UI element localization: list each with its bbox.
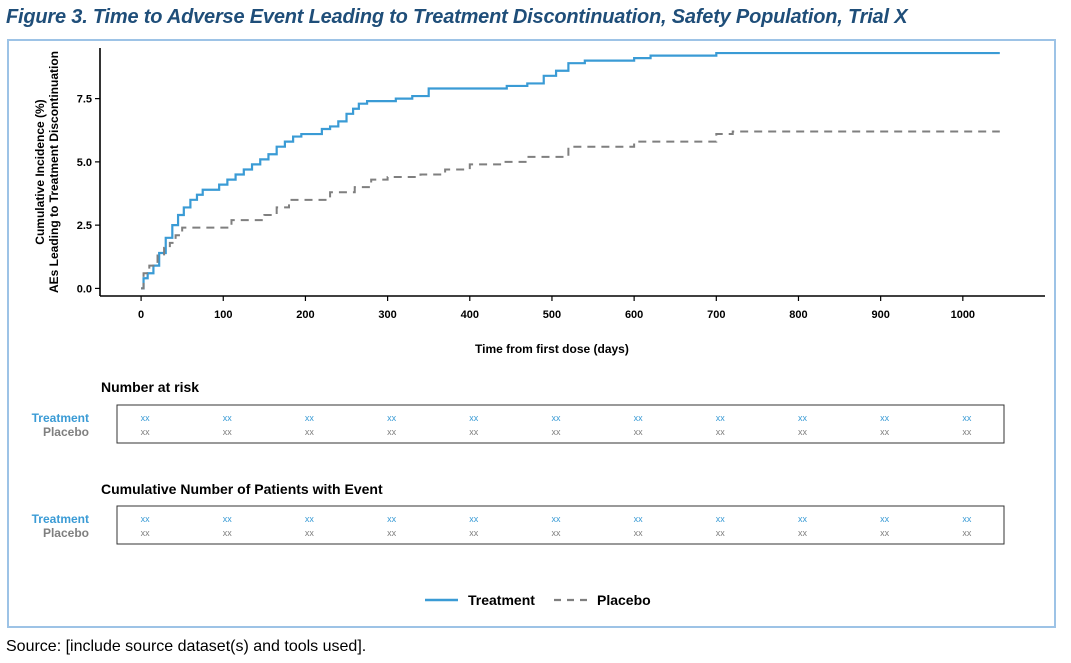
risk-table-cell: xx	[469, 427, 479, 437]
risk-table-cell: xx	[141, 528, 151, 538]
risk-table-cell: xx	[634, 427, 644, 437]
risk-table-cell: xx	[716, 413, 726, 423]
risk-table-cell: xx	[962, 514, 972, 524]
risk-table-cell: xx	[305, 413, 315, 423]
y-tick-label: 2.5	[77, 220, 92, 232]
risk-table-cell: xx	[305, 528, 315, 538]
x-axis-label: Time from first dose (days)	[475, 342, 629, 356]
risk-table-cell: xx	[469, 514, 479, 524]
risk-table-row-label: Placebo	[43, 526, 89, 540]
risk-tables: Number at risk Treatment xx xx xx xx xx xx xx xx x…	[32, 379, 1005, 545]
risk-table-title: Cumulative Number of Patients with Event	[101, 481, 383, 497]
risk-table-cell: xx	[223, 413, 233, 423]
chart-legend: Treatment Placebo	[425, 592, 651, 608]
y-tick-label: 7.5	[77, 94, 92, 106]
y-tick-label: 0.0	[77, 283, 92, 295]
risk-table-title: Number at risk	[101, 379, 199, 395]
risk-table-row-label: Placebo	[43, 425, 89, 439]
x-tick-label: 700	[707, 309, 725, 321]
figure-title: Figure 3. Time to Adverse Event Leading …	[6, 6, 908, 28]
chart-axes: 0 100 200 300 400 500 600 700 800 900 1000 0.0 2.5 5.…	[33, 48, 1045, 356]
x-tick-label: 600	[625, 309, 643, 321]
y-axis-label-line2: AEs Leading to Treatment Discontinuation	[47, 51, 61, 293]
risk-table-cell: xx	[141, 514, 151, 524]
risk-table-box	[116, 404, 1005, 444]
figure-frame	[7, 39, 1056, 628]
x-tick-label: 900	[871, 309, 889, 321]
risk-table-cell: xx	[223, 427, 233, 437]
risk-table-cell: xx	[551, 427, 561, 437]
x-tick-label: 0	[138, 309, 144, 321]
risk-table-cell: xx	[798, 413, 808, 423]
risk-table-cell: xx	[880, 514, 890, 524]
risk-table-cell: xx	[469, 528, 479, 538]
risk-table-cell: xx	[387, 413, 397, 423]
risk-table-cell: xx	[223, 514, 233, 524]
risk-table-cell: xx	[962, 427, 972, 437]
risk-table-cell: xx	[880, 427, 890, 437]
source-note: Source: [include source dataset(s) and t…	[6, 638, 367, 655]
risk-table-cell: xx	[387, 514, 397, 524]
risk-table-cell: xx	[798, 528, 808, 538]
risk-table-row-label: Treatment	[32, 411, 89, 425]
y-tick-label: 5.0	[77, 157, 92, 169]
risk-table-cell: xx	[962, 528, 972, 538]
x-tick-label: 300	[378, 309, 396, 321]
risk-table-cell: xx	[798, 427, 808, 437]
chart-curves	[141, 51, 1000, 290]
risk-table-cell: xx	[962, 413, 972, 423]
risk-table-cell: xx	[469, 413, 479, 423]
risk-table-cell: xx	[551, 528, 561, 538]
series-line-placebo	[141, 130, 1000, 290]
risk-table-cell: xx	[223, 528, 233, 538]
risk-table-cell: xx	[387, 528, 397, 538]
risk-table-cell: xx	[634, 514, 644, 524]
risk-table-cell: xx	[634, 413, 644, 423]
risk-table-cell: xx	[305, 514, 315, 524]
risk-table-cell: xx	[880, 413, 890, 423]
series-line-treatment	[141, 51, 1000, 290]
y-axis-label-line1: Cumulative Incidence (%)	[33, 99, 47, 244]
legend-placebo-label: Placebo	[597, 592, 651, 608]
risk-table-cell: xx	[634, 528, 644, 538]
x-tick-label: 500	[543, 309, 561, 321]
risk-table-cell: xx	[716, 427, 726, 437]
risk-table-cell: xx	[141, 413, 151, 423]
risk-table-cell: xx	[716, 528, 726, 538]
risk-table-cell: xx	[716, 514, 726, 524]
risk-table-cell: xx	[880, 528, 890, 538]
legend-treatment-label: Treatment	[468, 592, 535, 608]
x-tick-label: 400	[461, 309, 479, 321]
x-tick-label: 100	[214, 309, 232, 321]
risk-table-cell: xx	[387, 427, 397, 437]
risk-table-cell: xx	[551, 514, 561, 524]
x-tick-label: 200	[296, 309, 314, 321]
risk-table-cell: xx	[141, 427, 151, 437]
risk-table-cell: xx	[798, 514, 808, 524]
x-tick-label: 1000	[951, 309, 975, 321]
risk-table-cell: xx	[551, 413, 561, 423]
x-tick-label: 800	[789, 309, 807, 321]
risk-table-cell: xx	[305, 427, 315, 437]
risk-table-row-label: Treatment	[32, 512, 89, 526]
risk-table-box	[116, 505, 1005, 545]
